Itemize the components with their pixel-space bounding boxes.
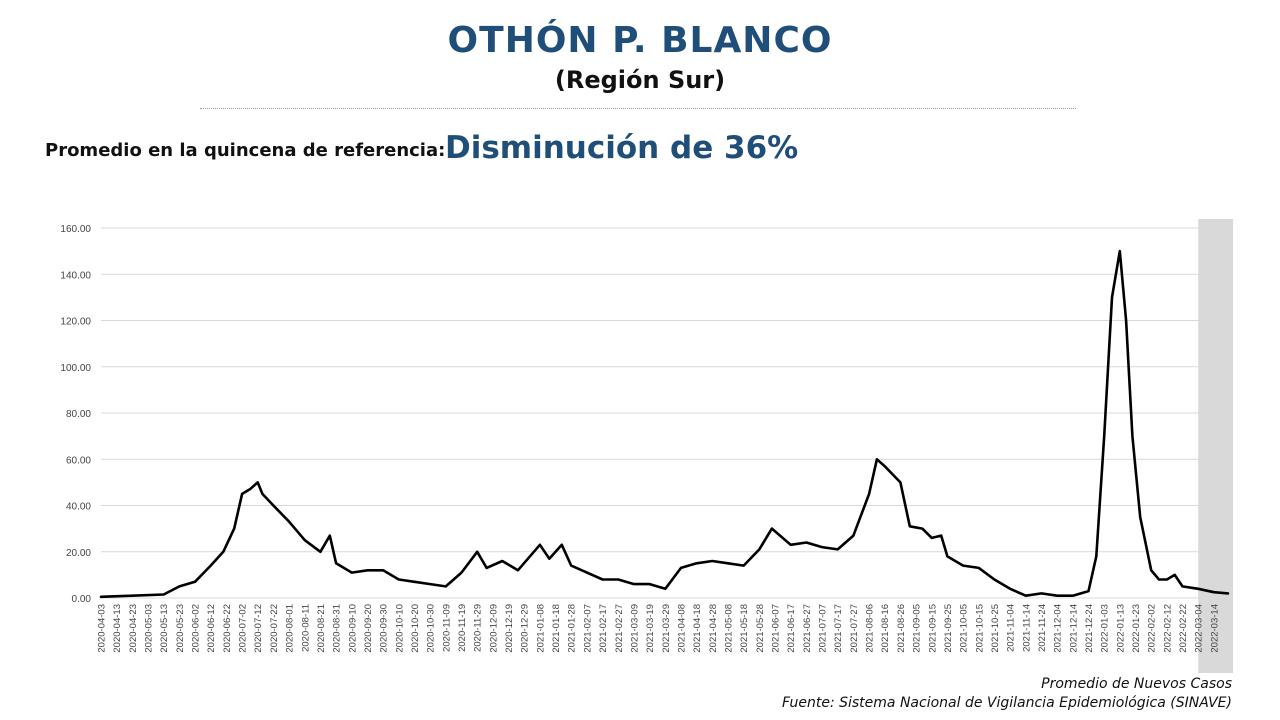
- x-tick-label: 2022-01-23: [1131, 604, 1142, 653]
- x-tick-label: 2021-06-27: [802, 604, 813, 653]
- x-tick-label: 2020-08-01: [285, 604, 296, 653]
- x-tick-label: 2021-12-04: [1053, 604, 1064, 653]
- x-tick-label: 2020-10-30: [426, 604, 437, 653]
- y-tick-label: 160.00: [60, 224, 91, 235]
- x-tick-label: 2021-03-29: [661, 604, 672, 653]
- series-caption: Promedio de Nuevos Casos: [1041, 676, 1232, 692]
- x-tick-label: 2021-06-17: [786, 604, 797, 653]
- x-tick-label: 2020-06-02: [191, 604, 202, 653]
- page-title: OTHÓN P. BLANCO: [447, 20, 833, 61]
- x-tick-label: 2021-12-14: [1068, 604, 1079, 653]
- y-tick-label: 0.00: [72, 594, 92, 605]
- x-tick-label: 2021-11-04: [1006, 604, 1017, 652]
- x-tick-label: 2021-07-27: [849, 604, 860, 653]
- x-tick-label: 2021-08-16: [880, 604, 891, 653]
- source-caption: Fuente: Sistema Nacional de Vigilancia E…: [782, 695, 1232, 711]
- x-tick-label: 2022-01-13: [1115, 604, 1126, 653]
- x-tick-label: 2020-11-19: [457, 604, 468, 652]
- x-tick-label: 2021-04-08: [676, 604, 687, 653]
- x-tick-label: 2020-05-23: [175, 604, 186, 653]
- x-tick-label: 2022-03-14: [1209, 604, 1220, 653]
- x-tick-label: 2021-06-07: [771, 604, 782, 653]
- page-subtitle: (Región Sur): [554, 66, 726, 94]
- x-tick-label: 2021-08-06: [865, 604, 876, 653]
- x-tick-label: 2021-11-24: [1037, 604, 1048, 652]
- x-tick-label: 2022-03-04: [1194, 604, 1205, 653]
- x-tick-label: 2020-11-09: [441, 604, 452, 652]
- x-tick-label: 2021-01-28: [567, 604, 578, 653]
- x-tick-label: 2020-09-30: [379, 604, 390, 653]
- x-tick-label: 2021-10-15: [974, 604, 985, 653]
- x-tick-label: 2020-08-31: [332, 604, 343, 653]
- shaded-region: [1198, 219, 1233, 673]
- x-tick-label: 2020-09-20: [363, 604, 374, 653]
- x-tick-label: 2020-10-10: [394, 604, 405, 653]
- x-tick-label: 2021-07-17: [833, 604, 844, 653]
- x-tick-label: 2020-12-09: [488, 604, 499, 653]
- y-tick-label: 60.00: [66, 455, 91, 466]
- x-tick-label: 2020-12-29: [520, 604, 531, 653]
- x-tick-label: 2021-09-15: [927, 604, 938, 653]
- x-tick-label: 2020-05-03: [144, 604, 155, 653]
- x-tick-label: 2020-10-20: [410, 604, 421, 653]
- x-tick-label: 2021-01-08: [535, 604, 546, 653]
- x-tick-label: 2021-03-09: [629, 604, 640, 653]
- x-tick-label: 2022-02-12: [1162, 604, 1173, 653]
- x-tick-label: 2021-07-07: [818, 604, 829, 653]
- x-tick-label: 2021-10-25: [990, 604, 1001, 653]
- reference-value: Disminución de 36%: [445, 130, 799, 166]
- x-tick-label: 2021-02-07: [582, 604, 593, 653]
- x-tick-label: 2020-04-13: [112, 604, 123, 653]
- x-tick-label: 2021-02-27: [614, 604, 625, 653]
- x-tick-label: 2020-09-10: [347, 604, 358, 653]
- x-tick-label: 2021-03-19: [645, 604, 656, 653]
- x-tick-label: 2021-05-08: [723, 604, 734, 653]
- series-line-0: [99, 249, 1230, 599]
- x-tick-label: 2022-02-02: [1147, 604, 1158, 653]
- x-tick-label: 2021-11-14: [1021, 604, 1032, 652]
- x-tick-label: 2021-04-28: [708, 604, 719, 653]
- title-divider: [200, 108, 1076, 109]
- y-tick-label: 140.00: [60, 270, 91, 281]
- y-tick-label: 40.00: [66, 502, 91, 513]
- x-tick-label: 2022-02-22: [1178, 604, 1189, 653]
- y-tick-label: 80.00: [66, 409, 91, 420]
- x-tick-label: 2020-08-21: [316, 604, 327, 653]
- x-tick-label: 2021-01-18: [551, 604, 562, 653]
- x-tick-label: 2021-12-24: [1084, 604, 1095, 653]
- x-tick-label: 2020-11-29: [473, 604, 484, 652]
- x-tick-label: 2021-02-17: [598, 604, 609, 653]
- x-tick-label: 2021-10-05: [959, 604, 970, 653]
- x-tick-label: 2020-08-11: [300, 604, 311, 652]
- y-tick-label: 120.00: [60, 317, 91, 328]
- x-tick-label: 2021-09-05: [912, 604, 923, 653]
- x-tick-label: 2020-06-22: [222, 604, 233, 653]
- y-tick-label: 20.00: [66, 548, 91, 559]
- x-tick-label: 2020-07-02: [238, 604, 249, 653]
- reference-label: Promedio en la quincena de referencia:: [45, 140, 446, 161]
- x-tick-label: 2020-12-19: [504, 604, 515, 653]
- x-tick-label: 2021-04-18: [692, 604, 703, 653]
- x-tick-label: 2021-05-28: [755, 604, 766, 653]
- x-tick-label: 2020-07-12: [253, 604, 264, 653]
- x-tick-label: 2020-06-12: [206, 604, 217, 653]
- x-tick-label: 2022-01-03: [1100, 604, 1111, 653]
- y-tick-label: 100.00: [60, 363, 91, 374]
- x-tick-label: 2021-09-25: [943, 604, 954, 653]
- x-tick-label: 2021-05-18: [739, 604, 750, 653]
- x-tick-label: 2021-08-26: [896, 604, 907, 653]
- x-tick-label: 2020-05-13: [159, 604, 170, 653]
- x-tick-label: 2020-04-23: [128, 604, 139, 653]
- x-tick-label: 2020-07-22: [269, 604, 280, 653]
- x-tick-label: 2020-04-03: [97, 604, 108, 653]
